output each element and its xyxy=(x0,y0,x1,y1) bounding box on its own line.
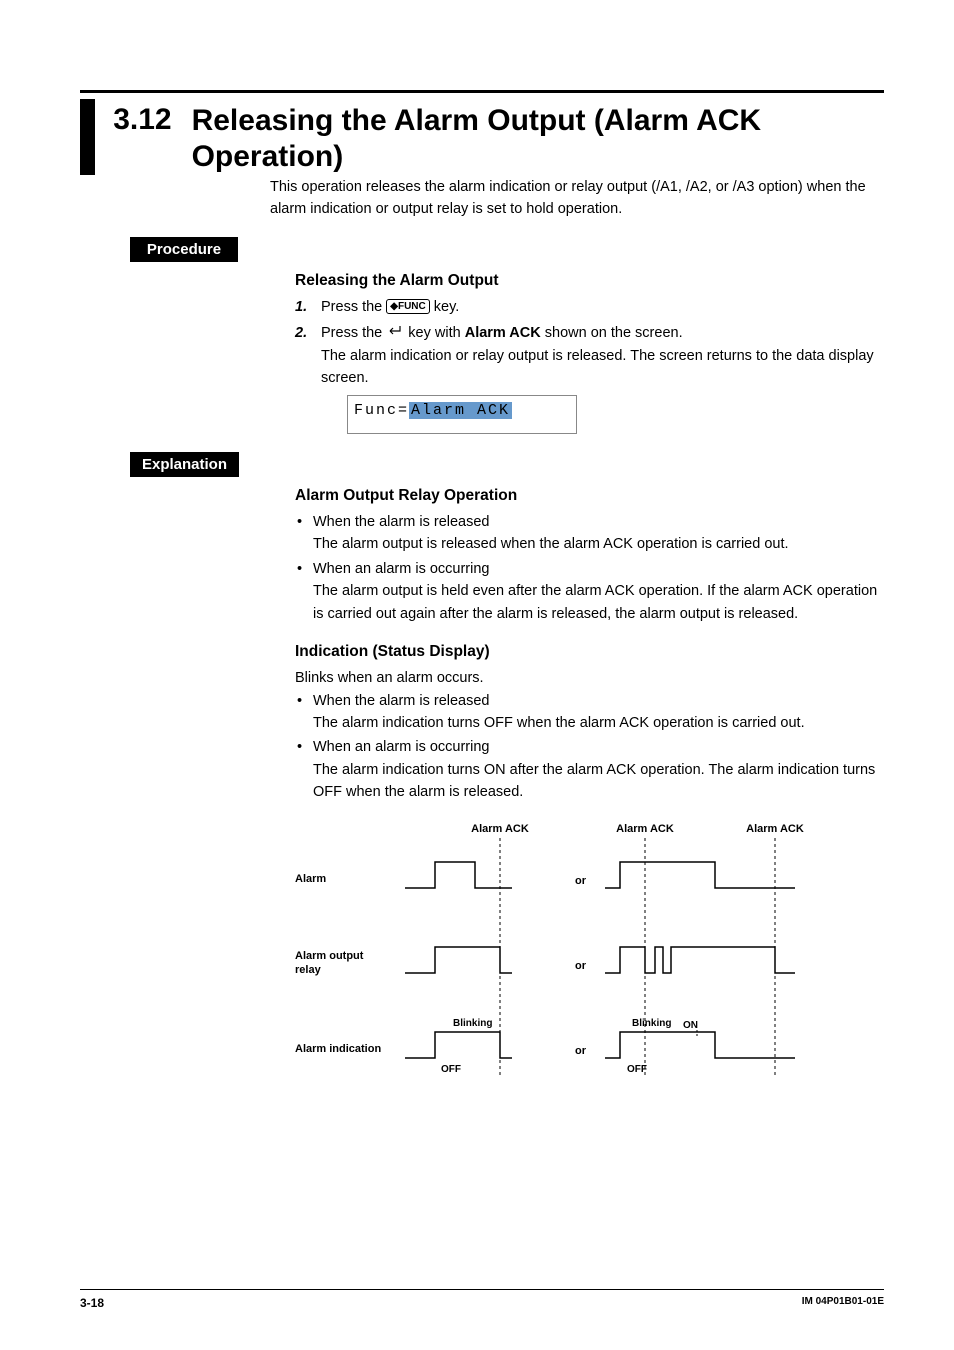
lcd-highlight: Alarm ACK xyxy=(409,402,512,419)
relay-item1-title: When the alarm is released xyxy=(313,514,490,530)
ind-item1-text: The alarm indication turns OFF when the … xyxy=(313,712,884,734)
relay-item-1: When the alarm is released The alarm out… xyxy=(295,511,884,556)
step-2: Press the key with Alarm ACK shown on th… xyxy=(295,322,884,434)
step1-post: key. xyxy=(430,299,460,315)
relay-heading: Alarm Output Relay Operation xyxy=(295,487,884,505)
lcd-prefix: Func= xyxy=(354,402,409,419)
title-marker xyxy=(80,99,95,175)
relay-item-2: When an alarm is occurring The alarm out… xyxy=(295,558,884,625)
svg-text:Blinking: Blinking xyxy=(632,1018,671,1029)
svg-text:Alarm indication: Alarm indication xyxy=(295,1043,381,1055)
svg-text:Alarm ACK: Alarm ACK xyxy=(471,823,529,835)
svg-text:or: or xyxy=(575,1045,587,1057)
svg-text:Alarm ACK: Alarm ACK xyxy=(616,823,674,835)
intro-text: This operation releases the alarm indica… xyxy=(270,177,884,221)
svg-text:Alarm ACK: Alarm ACK xyxy=(746,823,804,835)
svg-text:ON: ON xyxy=(683,1020,698,1031)
step2-line2: The alarm indication or relay output is … xyxy=(321,345,884,390)
ind-item-2: When an alarm is occurring The alarm ind… xyxy=(295,736,884,803)
page-footer: 3-18 IM 04P01B01-01E xyxy=(80,1289,884,1310)
explanation-content-2: Indication (Status Display) Blinks when … xyxy=(295,643,884,1103)
step2-post: shown on the screen. xyxy=(541,325,683,341)
relay-item1-text: The alarm output is released when the al… xyxy=(313,533,884,555)
step2-mid: key with xyxy=(404,325,464,341)
func-key-icon: ◆FUNC xyxy=(386,299,429,314)
svg-text:Alarm: Alarm xyxy=(295,873,326,885)
relay-item2-title: When an alarm is occurring xyxy=(313,561,490,577)
step2-bold: Alarm ACK xyxy=(465,325,541,341)
svg-text:Blinking: Blinking xyxy=(453,1018,492,1029)
procedure-content: Releasing the Alarm Output Press the ◆FU… xyxy=(295,272,884,434)
timing-diagram: Alarm ACK Alarm ACK Alarm ACK Alarm Alarm ou… xyxy=(295,818,884,1103)
svg-text:OFF: OFF xyxy=(441,1064,461,1075)
svg-text:relay: relay xyxy=(295,964,322,976)
ind-item-1: When the alarm is released The alarm ind… xyxy=(295,690,884,735)
section-title: Releasing the Alarm Output (Alarm ACK Op… xyxy=(192,99,884,175)
relay-item2-text: The alarm output is held even after the … xyxy=(313,580,884,625)
enter-key-icon xyxy=(386,322,404,344)
indication-intro: Blinks when an alarm occurs. xyxy=(295,667,884,689)
svg-text:Alarm output: Alarm output xyxy=(295,950,364,962)
ind-item2-title: When an alarm is occurring xyxy=(313,739,490,755)
procedure-heading: Releasing the Alarm Output xyxy=(295,272,884,290)
ind-item1-title: When the alarm is released xyxy=(313,693,490,709)
explanation-content-1: Alarm Output Relay Operation When the al… xyxy=(295,487,884,625)
page-number: 3-18 xyxy=(80,1296,104,1310)
explanation-label: Explanation xyxy=(130,452,239,477)
doc-id: IM 04P01B01-01E xyxy=(802,1296,884,1310)
step-1: Press the ◆FUNC key. xyxy=(295,296,884,318)
indication-heading: Indication (Status Display) xyxy=(295,643,884,661)
svg-text:or: or xyxy=(575,960,587,972)
section-number: 3.12 xyxy=(113,99,171,137)
svg-text:OFF: OFF xyxy=(627,1064,647,1075)
procedure-label: Procedure xyxy=(130,237,238,262)
section-title-row: 3.12 Releasing the Alarm Output (Alarm A… xyxy=(80,99,884,175)
lcd-display: Func=Alarm ACK xyxy=(347,395,577,433)
ind-item2-text: The alarm indication turns ON after the … xyxy=(313,759,884,804)
step1-pre: Press the xyxy=(321,299,386,315)
step2-pre: Press the xyxy=(321,325,386,341)
svg-text:or: or xyxy=(575,875,587,887)
